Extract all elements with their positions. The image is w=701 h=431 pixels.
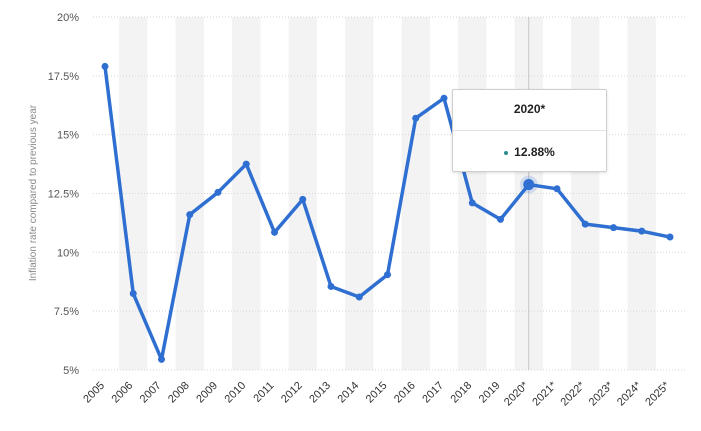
x-tick-label: 2025* xyxy=(643,379,672,408)
x-tick-label: 2024* xyxy=(615,379,644,408)
data-point[interactable] xyxy=(299,195,307,203)
y-axis-label: Inflation rate compared to previous year xyxy=(28,104,39,281)
y-tick-label: 5% xyxy=(63,365,79,377)
x-tick-label: 2019 xyxy=(477,380,503,406)
data-point[interactable] xyxy=(666,233,674,241)
x-tick-label: 2012 xyxy=(279,380,305,406)
data-point[interactable] xyxy=(327,282,335,290)
x-tick-label: 2013 xyxy=(307,380,333,406)
data-point[interactable] xyxy=(355,293,363,301)
x-tick-label: 2020* xyxy=(502,379,531,408)
x-tick-label: 2014 xyxy=(336,380,362,406)
y-tick-label: 7.5% xyxy=(54,306,79,318)
x-axis-ticks: 2005 2006 2007 2008 2009 2010 2011 2012 2013 2014… xyxy=(81,379,672,408)
y-tick-label: 20% xyxy=(57,12,79,24)
data-point[interactable] xyxy=(271,228,278,236)
x-tick-label: 2006 xyxy=(110,380,136,406)
data-point[interactable] xyxy=(384,271,391,279)
x-tick-label: 2009 xyxy=(194,380,220,406)
data-point[interactable] xyxy=(581,220,589,228)
y-tick-label: 10% xyxy=(57,247,79,259)
x-tick-label: 2023* xyxy=(587,379,616,408)
x-tick-label: 2021* xyxy=(530,379,559,408)
tooltip-title: 2020* xyxy=(513,102,546,116)
x-tick-label: 2010 xyxy=(223,380,249,406)
x-tick-label: 2007 xyxy=(138,380,164,406)
data-point[interactable] xyxy=(129,290,137,298)
tooltip-value-row: 12.88% xyxy=(453,145,606,159)
data-point[interactable] xyxy=(610,224,617,232)
y-tick-label: 12.5% xyxy=(48,189,79,201)
series-dot-icon xyxy=(504,150,509,155)
data-points[interactable] xyxy=(101,62,674,363)
x-tick-label: 2017 xyxy=(420,380,446,406)
tooltip: 2020* 12.88% xyxy=(452,89,607,172)
data-point[interactable] xyxy=(553,185,561,193)
tooltip-divider xyxy=(453,130,606,131)
background-band xyxy=(345,17,374,370)
data-point[interactable] xyxy=(497,215,504,223)
data-point[interactable] xyxy=(523,179,535,191)
data-point[interactable] xyxy=(468,199,476,207)
y-axis-ticks: 5% 7.5% 10% 12.5% 15% 17.5% 20% xyxy=(48,12,79,377)
tooltip-value: 12.88% xyxy=(514,145,555,159)
x-tick-label: 2008 xyxy=(166,380,192,406)
data-point[interactable] xyxy=(638,227,646,235)
data-point[interactable] xyxy=(101,62,109,70)
x-tick-label: 2005 xyxy=(81,380,107,406)
data-point[interactable] xyxy=(412,114,420,122)
data-point[interactable] xyxy=(242,160,250,168)
data-point[interactable] xyxy=(440,94,448,102)
data-point[interactable] xyxy=(158,355,165,363)
x-tick-label: 2022* xyxy=(559,379,588,408)
background-band xyxy=(401,17,430,370)
x-tick-label: 2015 xyxy=(364,380,390,406)
x-tick-label: 2016 xyxy=(392,380,418,406)
data-point[interactable] xyxy=(186,211,194,219)
x-tick-label: 2018 xyxy=(449,380,475,406)
x-tick-label: 2011 xyxy=(251,380,276,405)
y-tick-label: 17.5% xyxy=(48,71,79,83)
data-point[interactable] xyxy=(214,188,222,196)
y-tick-label: 15% xyxy=(57,130,79,142)
